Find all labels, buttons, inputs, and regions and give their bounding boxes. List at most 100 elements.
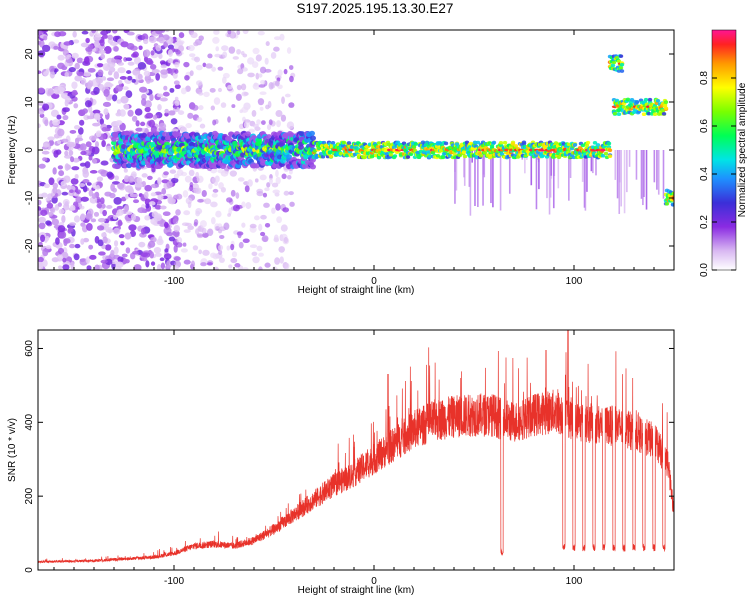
spectrogram-ridge-cell [478,153,484,158]
spectrogram-noise-cell [86,182,92,186]
spectrogram-ridge-cell [592,141,598,145]
spectrogram-noise-cell [91,193,97,200]
spectrogram-ridge-cell [310,164,316,170]
spectrogram-noise-cell [112,30,118,34]
spectrogram-noise-cell [134,183,143,188]
spectrogram-noise-cell [202,249,210,256]
spectrogram-noise-cell [185,123,192,129]
spectrogram-noise-cell [82,185,88,193]
spectrogram-noise-cell [72,30,77,38]
spectrogram-noise-cell [241,67,248,72]
spectrogram-noise-cell [236,48,241,55]
spectrogram-noise-cell [174,68,179,74]
spectrogram-noise-cell [158,122,167,130]
spectrogram-noise-cell [70,156,75,163]
spectrogram-noise-cell [227,116,231,123]
spectrogram-streak [656,150,658,183]
spectrogram-noise-cell [95,130,102,138]
spectrogram-noise-cell [99,39,105,47]
spectrogram-noise-cell [148,240,156,248]
spectrogram-noise-cell [215,46,220,52]
spectrogram-noise-cell [101,232,107,238]
spectrogram-noise-cell [264,187,270,192]
spectrogram-noise-cell [85,46,93,52]
spectrogram-noise-cell [52,187,58,194]
spectrogram-noise-cell [92,109,101,114]
colorbar-gradient [711,29,737,271]
spectrogram-noise-cell [141,98,147,107]
snr-axes: -100 0 100 0 200 400 600 [24,330,675,587]
spectrogram-noise-cell [128,224,137,231]
spectrogram-noise-cell [242,267,249,270]
spectrogram-noise-cell [235,93,242,101]
spectrogram-ridge-cell [643,97,649,102]
spectrogram-noise-cell [193,41,199,47]
spectrogram-noise-cell [80,150,87,156]
spectrogram-noise-cell [97,239,104,247]
spectrogram-noise-cell [178,32,185,39]
spectrogram-streak [643,150,645,197]
spectrogram-noise-cell [100,259,108,264]
spectrogram-noise-cell [100,170,109,177]
spectrogram-noise-cell [170,118,178,125]
spectrogram-noise-cell [49,70,55,79]
spectrogram-noise-cell [261,120,266,125]
snr-frame [37,329,675,571]
spectrogram-noise-cell [85,213,93,220]
spectrogram-streak [569,150,572,178]
spectrogram-noise-cell [64,163,70,171]
spectrogram-noise-cell [116,209,124,216]
spectrogram-noise-cell [182,242,187,247]
spectrogram-noise-cell [124,232,131,240]
spectrogram-noise-cell [195,171,200,179]
spectrogram-noise-cell [260,79,266,85]
spectrogram-noise-cell [58,230,67,239]
spectrogram-noise-cell [85,256,90,264]
spectrogram-ridge-cell [111,140,117,146]
spectrogram-noise-cell [288,102,295,108]
spectrogram-noise-cell [135,120,140,127]
spectrogram-noise-cell [189,184,194,192]
spectrogram-ridge-cell [411,144,417,149]
spectrogram-noise-cell [80,213,86,221]
spectrogram-noise-cell [276,120,281,128]
spectrogram-noise-cell [152,114,158,120]
spectrogram-noise-cell [218,182,224,190]
spectrogram-noise-cell [275,203,281,211]
spectrogram-noise-cell [281,173,287,180]
spectrogram-noise-cell [171,128,179,133]
spectrogram-ridge-cell [376,155,382,160]
spectrogram-y-axis-title: Frequency (Hz) [7,116,18,185]
spectrogram-noise-cell [140,121,146,127]
spectrogram-noise-cell [102,209,107,217]
spectrogram-noise-cell [94,113,101,121]
spectrogram-ridge-cell [462,154,468,159]
spectrogram-noise-cell [270,51,277,59]
spectrogram-noise-cell [91,158,98,164]
spectrogram-noise-cell [258,252,264,257]
spectrogram-noise-cell [117,219,123,227]
spectrogram-noise-cell [196,233,204,237]
spectrogram-noise-cell [79,205,85,210]
spectrogram-noise-cell [184,175,192,183]
spectrogram-noise-cell [123,176,129,183]
spectrogram-noise-cell [164,221,169,229]
spectrogram-noise-cell [189,70,194,77]
spectrogram-noise-cell [200,124,205,129]
spectrogram-streak [583,150,586,208]
spectrogram-noise-cell [99,197,105,205]
spectrogram-noise-cell [38,163,46,169]
snr-x-tick-label: 100 [566,576,583,587]
spectrogram-noise-cell [74,243,81,249]
spectrogram-noise-cell [252,256,260,264]
spectrogram-noise-cell [163,253,172,260]
spectrogram-streak [499,150,502,211]
spectrogram-noise-cell [127,175,135,183]
spectrogram-noise-cell [64,71,69,78]
spectrogram-noise-cell [127,109,134,117]
spectrogram-noise-cell [135,127,144,132]
spectrogram-noise-cell [77,127,84,135]
spectrogram-ridge-cell [338,151,344,156]
